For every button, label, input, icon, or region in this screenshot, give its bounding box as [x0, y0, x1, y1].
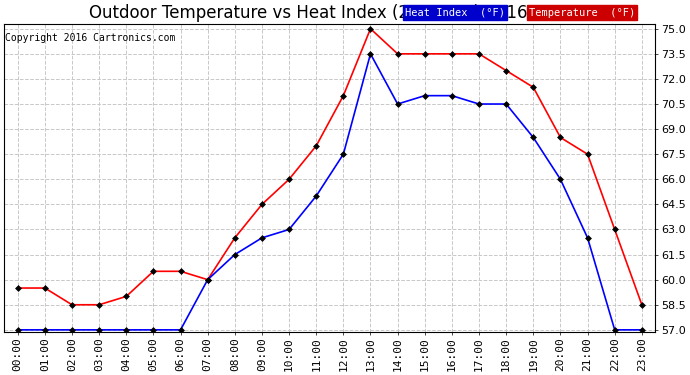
Text: Copyright 2016 Cartronics.com: Copyright 2016 Cartronics.com	[6, 33, 176, 43]
Text: Temperature  (°F): Temperature (°F)	[529, 8, 635, 18]
Text: Heat Index  (°F): Heat Index (°F)	[404, 8, 504, 18]
Title: Outdoor Temperature vs Heat Index (24 Hours) 20160522: Outdoor Temperature vs Heat Index (24 Ho…	[90, 4, 570, 22]
